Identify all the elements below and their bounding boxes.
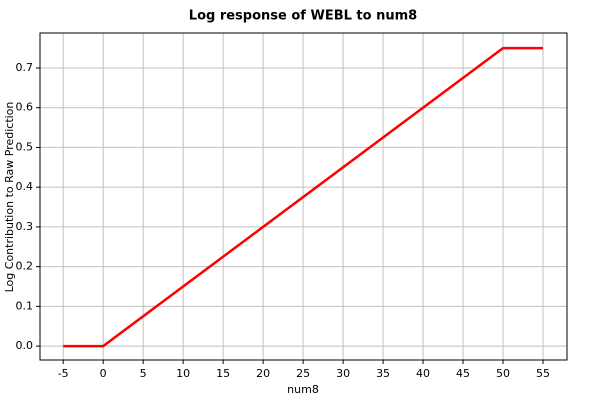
x-tick-label: -5 bbox=[58, 367, 69, 380]
chart-title: Log response of WEBL to num8 bbox=[189, 9, 417, 24]
y-tick-label: 0.6 bbox=[16, 101, 34, 114]
x-tick-label: 40 bbox=[416, 367, 430, 380]
x-tick-label: 20 bbox=[256, 367, 270, 380]
x-tick-label: 45 bbox=[456, 367, 470, 380]
y-tick-label: 0.7 bbox=[16, 61, 34, 74]
x-tick-label: 0 bbox=[100, 367, 107, 380]
x-tick-label: 35 bbox=[376, 367, 390, 380]
x-axis-label: num8 bbox=[287, 383, 319, 396]
x-tick-label: 50 bbox=[496, 367, 510, 380]
y-tick-label: 0.2 bbox=[16, 260, 34, 273]
x-tick-label: 30 bbox=[336, 367, 350, 380]
line bbox=[63, 46, 544, 348]
y-tick-label: 0.4 bbox=[16, 180, 34, 193]
y-tick-label: 0.1 bbox=[16, 299, 34, 312]
x-tick-label: 5 bbox=[140, 367, 147, 380]
x-tick-label: 10 bbox=[176, 367, 190, 380]
x-tick-label: 55 bbox=[536, 367, 550, 380]
plot-frame bbox=[39, 32, 568, 361]
y-tick-label: 0.0 bbox=[16, 339, 34, 352]
x-tick-label: 15 bbox=[216, 367, 230, 380]
y-tick-label: 0.3 bbox=[16, 220, 34, 233]
y-tick-label: 0.5 bbox=[16, 140, 34, 153]
y-axis-label: Log Contribution to Raw Prediction bbox=[3, 102, 16, 293]
x-tick-label: 25 bbox=[296, 367, 310, 380]
